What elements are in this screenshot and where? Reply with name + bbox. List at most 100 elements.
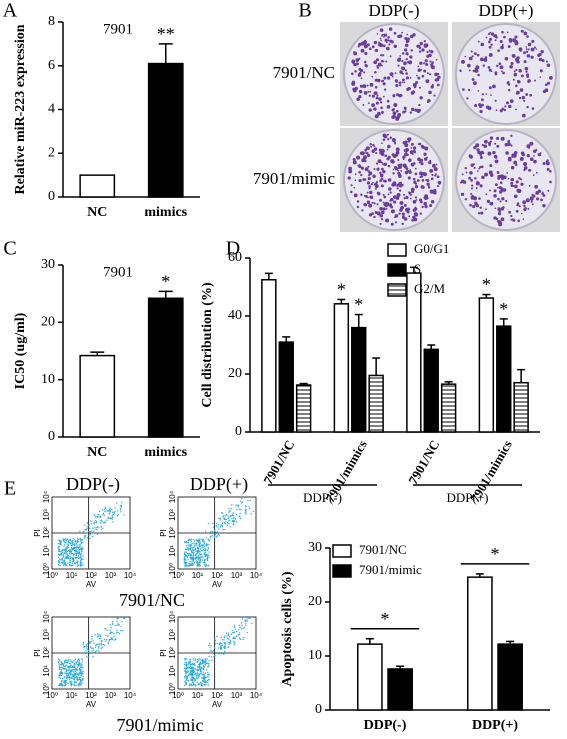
colony bbox=[380, 218, 384, 221]
event bbox=[91, 530, 93, 532]
colony bbox=[390, 205, 394, 209]
colony bbox=[489, 201, 494, 206]
panel-label: C bbox=[3, 238, 16, 260]
event bbox=[66, 565, 68, 567]
event bbox=[65, 546, 67, 549]
colony bbox=[389, 55, 392, 58]
colony bbox=[406, 33, 409, 36]
event bbox=[96, 652, 98, 654]
event bbox=[72, 547, 75, 550]
event bbox=[108, 639, 111, 642]
colony bbox=[474, 52, 477, 55]
y-tick-label: 10³ bbox=[168, 509, 177, 521]
event bbox=[210, 532, 213, 535]
event bbox=[59, 664, 61, 666]
colony bbox=[512, 38, 517, 43]
colony bbox=[519, 50, 522, 52]
colony bbox=[515, 163, 518, 167]
event bbox=[192, 554, 195, 557]
event bbox=[80, 557, 83, 560]
event bbox=[113, 639, 116, 641]
event bbox=[80, 555, 82, 557]
colony bbox=[403, 197, 406, 200]
colony bbox=[431, 61, 434, 64]
event bbox=[83, 537, 86, 540]
event bbox=[78, 548, 80, 550]
event bbox=[79, 539, 81, 541]
colony bbox=[358, 89, 363, 94]
event bbox=[195, 684, 197, 686]
colony bbox=[351, 59, 356, 64]
event bbox=[79, 684, 81, 686]
colony bbox=[421, 145, 425, 149]
colony bbox=[362, 84, 367, 89]
colony bbox=[372, 181, 374, 184]
event bbox=[63, 538, 66, 541]
event bbox=[101, 519, 103, 522]
colony bbox=[508, 104, 512, 109]
event bbox=[188, 683, 191, 685]
colony bbox=[493, 216, 497, 220]
colony bbox=[364, 46, 367, 49]
event bbox=[248, 617, 250, 620]
colony bbox=[416, 179, 420, 182]
event bbox=[75, 685, 77, 687]
event bbox=[185, 551, 187, 553]
event bbox=[79, 554, 82, 556]
event bbox=[184, 658, 186, 660]
event bbox=[220, 636, 223, 639]
colony bbox=[373, 40, 378, 45]
event bbox=[116, 502, 118, 504]
colony bbox=[509, 65, 513, 69]
event bbox=[244, 509, 246, 511]
event bbox=[221, 524, 223, 527]
event bbox=[73, 553, 75, 555]
colony bbox=[519, 88, 524, 92]
event bbox=[207, 522, 210, 525]
event bbox=[80, 663, 82, 665]
y-tick-label: 10¹ bbox=[42, 545, 51, 557]
event bbox=[191, 674, 194, 676]
event bbox=[199, 558, 201, 560]
event bbox=[191, 547, 193, 549]
legend-swatch bbox=[387, 243, 407, 257]
event bbox=[200, 666, 202, 668]
colony bbox=[396, 187, 399, 190]
event bbox=[64, 682, 66, 684]
event bbox=[197, 677, 200, 679]
colony bbox=[379, 101, 383, 104]
event bbox=[197, 683, 200, 686]
colony bbox=[497, 212, 502, 216]
bar bbox=[478, 297, 495, 433]
y-tick-label: 10³ bbox=[42, 629, 51, 641]
event bbox=[81, 671, 83, 674]
event bbox=[70, 550, 73, 553]
colony bbox=[369, 190, 373, 195]
colony bbox=[510, 184, 514, 188]
colony bbox=[386, 105, 391, 109]
colony bbox=[493, 154, 498, 159]
event bbox=[227, 646, 230, 648]
event bbox=[209, 537, 212, 539]
colony bbox=[418, 46, 422, 50]
event bbox=[197, 539, 199, 541]
event bbox=[245, 513, 247, 515]
event bbox=[116, 510, 119, 512]
colony bbox=[376, 96, 379, 99]
event bbox=[59, 677, 62, 680]
event bbox=[83, 530, 85, 533]
colony bbox=[517, 60, 520, 64]
legend-swatch bbox=[332, 544, 352, 558]
event bbox=[68, 564, 71, 567]
event bbox=[205, 681, 207, 684]
event bbox=[229, 639, 232, 642]
event bbox=[189, 553, 191, 555]
colony bbox=[368, 203, 373, 208]
event bbox=[69, 555, 71, 558]
colony bbox=[398, 166, 401, 168]
event bbox=[213, 655, 215, 658]
event bbox=[236, 504, 238, 506]
event bbox=[189, 554, 191, 557]
event bbox=[75, 672, 78, 674]
legend-swatch bbox=[332, 564, 352, 578]
